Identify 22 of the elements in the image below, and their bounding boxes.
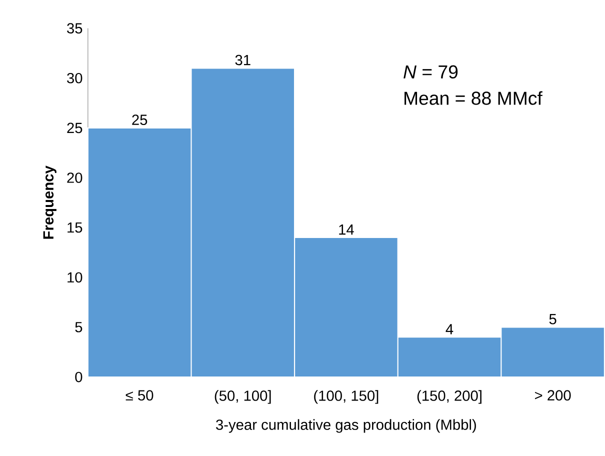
x-tick-label: (50, 100]: [214, 390, 271, 404]
y-tick-label: 25: [67, 122, 82, 134]
y-tick-label: 20: [67, 172, 82, 184]
y-axis-title: Frequency: [43, 166, 56, 239]
x-tick-label: (150, 200]: [417, 390, 482, 404]
data-label: 31: [235, 55, 250, 66]
annotation: N = 79: [404, 65, 458, 79]
data-label: 25: [132, 114, 148, 126]
y-tick-label: 0: [75, 372, 82, 382]
x-tick-label: (100, 150]: [314, 390, 378, 404]
data-label: 5: [549, 314, 556, 324]
x-axis-title: 3-year cumulative gas production (Mbbl): [216, 419, 476, 434]
x-tick-label: ≤ 50: [126, 390, 154, 401]
y-tick-label: 5: [75, 322, 82, 333]
y-tick-label: 30: [67, 73, 82, 84]
data-label: 14: [339, 224, 354, 235]
data-label: 4: [446, 324, 454, 334]
x-tick-label: > 200: [535, 390, 571, 401]
y-tick-label: 35: [67, 23, 82, 34]
y-tick-label: 15: [68, 222, 82, 233]
y-tick-label: 10: [68, 272, 82, 283]
annotation: Mean = 88 MMcf: [404, 91, 542, 106]
